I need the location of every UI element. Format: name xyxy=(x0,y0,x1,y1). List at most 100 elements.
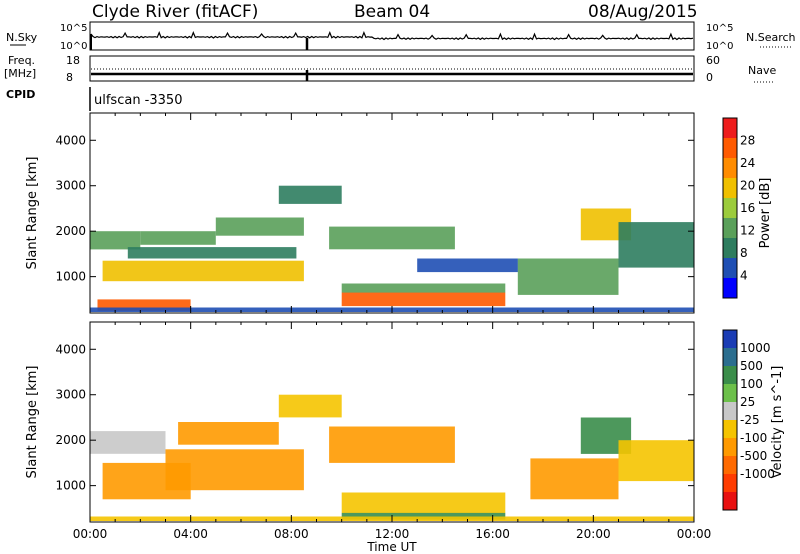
x-tick-label-0: 00:00 xyxy=(73,527,108,541)
velocity-band-4 xyxy=(278,394,342,418)
velocity-band-6 xyxy=(341,492,506,513)
velocity-colorbar-tick-1: 500 xyxy=(740,359,763,373)
power-band-7 xyxy=(329,226,455,250)
power-ytick-label-1: 2000 xyxy=(55,224,86,238)
power-colorbar-tick-4: 20 xyxy=(740,179,755,193)
power-band-6 xyxy=(278,185,342,204)
power-colorbar-segment-3 xyxy=(723,218,737,238)
velocity-colorbar-segment-4 xyxy=(723,402,737,420)
nave-tick-top: 60 xyxy=(706,54,720,67)
x-tick-label-1: 04:00 xyxy=(173,527,208,541)
power-colorbar-segment-5 xyxy=(723,178,737,198)
power-heatmap xyxy=(90,185,694,312)
power-band-8 xyxy=(341,292,506,307)
nsky-label: N.Sky xyxy=(6,31,38,44)
velocity-ytick-label-0: 1000 xyxy=(55,479,86,493)
x-tick-label-3: 12:00 xyxy=(375,527,410,541)
power-colorbar-tick-0: 4 xyxy=(740,269,748,283)
velocity-heatmap xyxy=(90,394,694,521)
velocity-colorbar-tick-3: 25 xyxy=(740,395,755,409)
power-band-11 xyxy=(517,258,619,295)
velocity-colorbar-tick-2: 100 xyxy=(740,377,763,391)
beam-title: Beam 04 xyxy=(354,2,430,22)
velocity-band-0 xyxy=(90,431,166,454)
nave-tick-bottom: 0 xyxy=(706,71,713,84)
velocity-colorbar-label: Velocity [m s^-1] xyxy=(770,366,785,479)
velocity-colorbar-segment-3 xyxy=(723,384,737,402)
x-tick-label-4: 16:00 xyxy=(475,527,510,541)
velocity-colorbar-tick-0: 1000 xyxy=(740,341,771,355)
velocity-colorbar-segment-0 xyxy=(723,330,737,348)
power-ytick-label-2: 3000 xyxy=(55,179,86,193)
velocity-colorbar: 1000 500 100 25 -25 -100 -500 -1000 xyxy=(722,329,775,511)
power-band-10 xyxy=(417,258,518,273)
power-colorbar: 4 8 12 16 20 24 28 xyxy=(722,117,755,299)
power-colorbar-segment-7 xyxy=(723,138,737,158)
velocity-band-8 xyxy=(530,458,619,500)
velocity-colorbar-frame xyxy=(722,329,738,511)
velocity-colorbar-segment-5 xyxy=(723,420,737,438)
power-ytick-label-0: 1000 xyxy=(55,270,86,284)
x-tick-label-2: 08:00 xyxy=(274,527,309,541)
power-band-5 xyxy=(127,247,297,259)
power-band-3 xyxy=(215,217,304,236)
x-axis-ticklabels: 00:00 04:00 08:00 12:00 16:00 20:00 00:00 xyxy=(73,527,712,541)
power-colorbar-tick-1: 8 xyxy=(740,246,748,260)
velocity-band-2 xyxy=(165,449,304,491)
power-colorbar-segment-6 xyxy=(723,158,737,178)
power-axes: 1000 2000 3000 4000 xyxy=(55,113,695,313)
velocity-band-7 xyxy=(341,512,506,520)
x-tick-label-5: 20:00 xyxy=(576,527,611,541)
velocity-ytick-label-3: 4000 xyxy=(55,342,86,356)
power-colorbar-tick-6: 28 xyxy=(740,134,755,148)
velocity-colorbar-segment-8 xyxy=(723,474,737,492)
power-colorbar-tick-2: 12 xyxy=(740,224,755,238)
freq-tick-bottom: 8 xyxy=(66,71,73,84)
power-colorbar-tick-3: 16 xyxy=(740,201,755,215)
velocity-colorbar-segment-9 xyxy=(723,492,737,510)
velocity-ytick-label-1: 2000 xyxy=(55,433,86,447)
power-band-13 xyxy=(618,222,694,268)
power-ytick-label-3: 4000 xyxy=(55,133,86,147)
power-colorbar-segment-0 xyxy=(723,278,737,298)
power-band-4 xyxy=(102,260,304,282)
noise-tick-right-top: 10^5 xyxy=(706,23,733,34)
power-colorbar-segment-2 xyxy=(723,238,737,258)
freq-panel xyxy=(89,55,695,82)
power-colorbar-tick-5: 24 xyxy=(740,156,755,170)
nave-label: Nave xyxy=(748,64,776,77)
noise-tick-left-bottom: 10^0 xyxy=(60,41,87,52)
power-band-9 xyxy=(341,283,506,293)
date-title: 08/Aug/2015 xyxy=(588,2,698,22)
freq-label-2: [MHz] xyxy=(4,67,36,80)
power-band-2 xyxy=(140,231,216,245)
velocity-colorbar-tick-5: -100 xyxy=(740,431,767,445)
velocity-axes: 1000 2000 3000 4000 xyxy=(55,322,695,522)
power-ylabel: Slant Range [km] xyxy=(25,157,40,270)
velocity-band-3 xyxy=(178,422,279,445)
velocity-ytick-label-2: 3000 xyxy=(55,388,86,402)
velocity-colorbar-tick-7: -1000 xyxy=(740,467,775,481)
nsearch-label: N.Search xyxy=(746,31,796,44)
noise-sky-series xyxy=(90,30,694,41)
velocity-band-5 xyxy=(329,426,455,463)
power-colorbar-frame xyxy=(722,117,738,299)
velocity-colorbar-tick-6: -500 xyxy=(740,449,767,463)
velocity-colorbar-tick-4: -25 xyxy=(740,413,760,427)
freq-label-1: Freq. xyxy=(8,54,35,67)
velocity-colorbar-segment-1 xyxy=(723,348,737,366)
freq-tick-top: 18 xyxy=(66,54,80,67)
x-axis-label: Time UT xyxy=(366,540,417,554)
noise-tick-left-top: 10^5 xyxy=(60,23,87,34)
velocity-ylabel: Slant Range [km] xyxy=(25,366,40,479)
station-title: Clyde River (fitACF) xyxy=(92,2,258,22)
power-colorbar-segment-1 xyxy=(723,258,737,278)
power-band-1 xyxy=(90,231,141,250)
cpid-label: CPID xyxy=(6,88,35,101)
cpid-value: ulfscan -3350 xyxy=(94,93,182,108)
velocity-band-10 xyxy=(618,440,694,482)
power-band-0 xyxy=(97,299,191,311)
x-tick-label-6: 00:00 xyxy=(677,527,712,541)
velocity-colorbar-segment-6 xyxy=(723,438,737,456)
